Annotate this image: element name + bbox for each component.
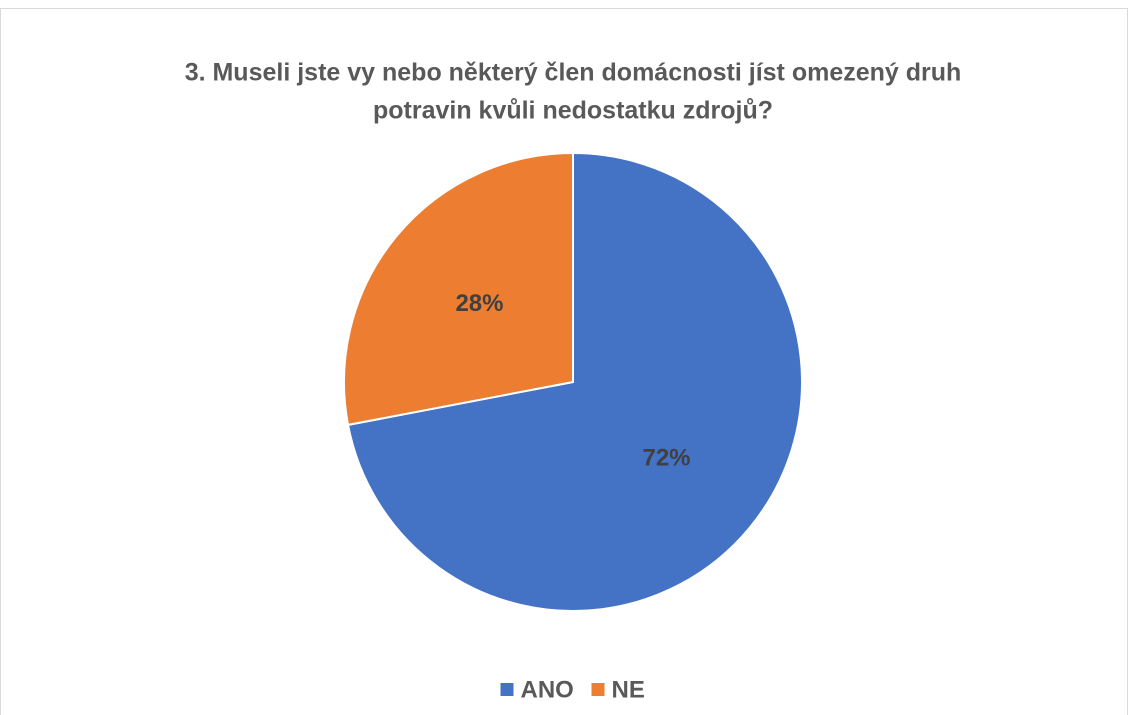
legend-swatch	[591, 683, 605, 696]
legend-label: NE	[612, 676, 645, 703]
legend-swatch	[500, 683, 514, 696]
chart-title: potravin kvůli nedostatku zdrojů?	[373, 97, 773, 125]
chart-title: 3. Museli jste vy nebo některý člen domá…	[185, 59, 962, 87]
legend-label: ANO	[521, 676, 574, 703]
pie-slice	[346, 151, 803, 612]
pie-slice	[343, 151, 574, 427]
data-label: 28%	[455, 290, 503, 317]
data-label: 72%	[642, 445, 690, 472]
